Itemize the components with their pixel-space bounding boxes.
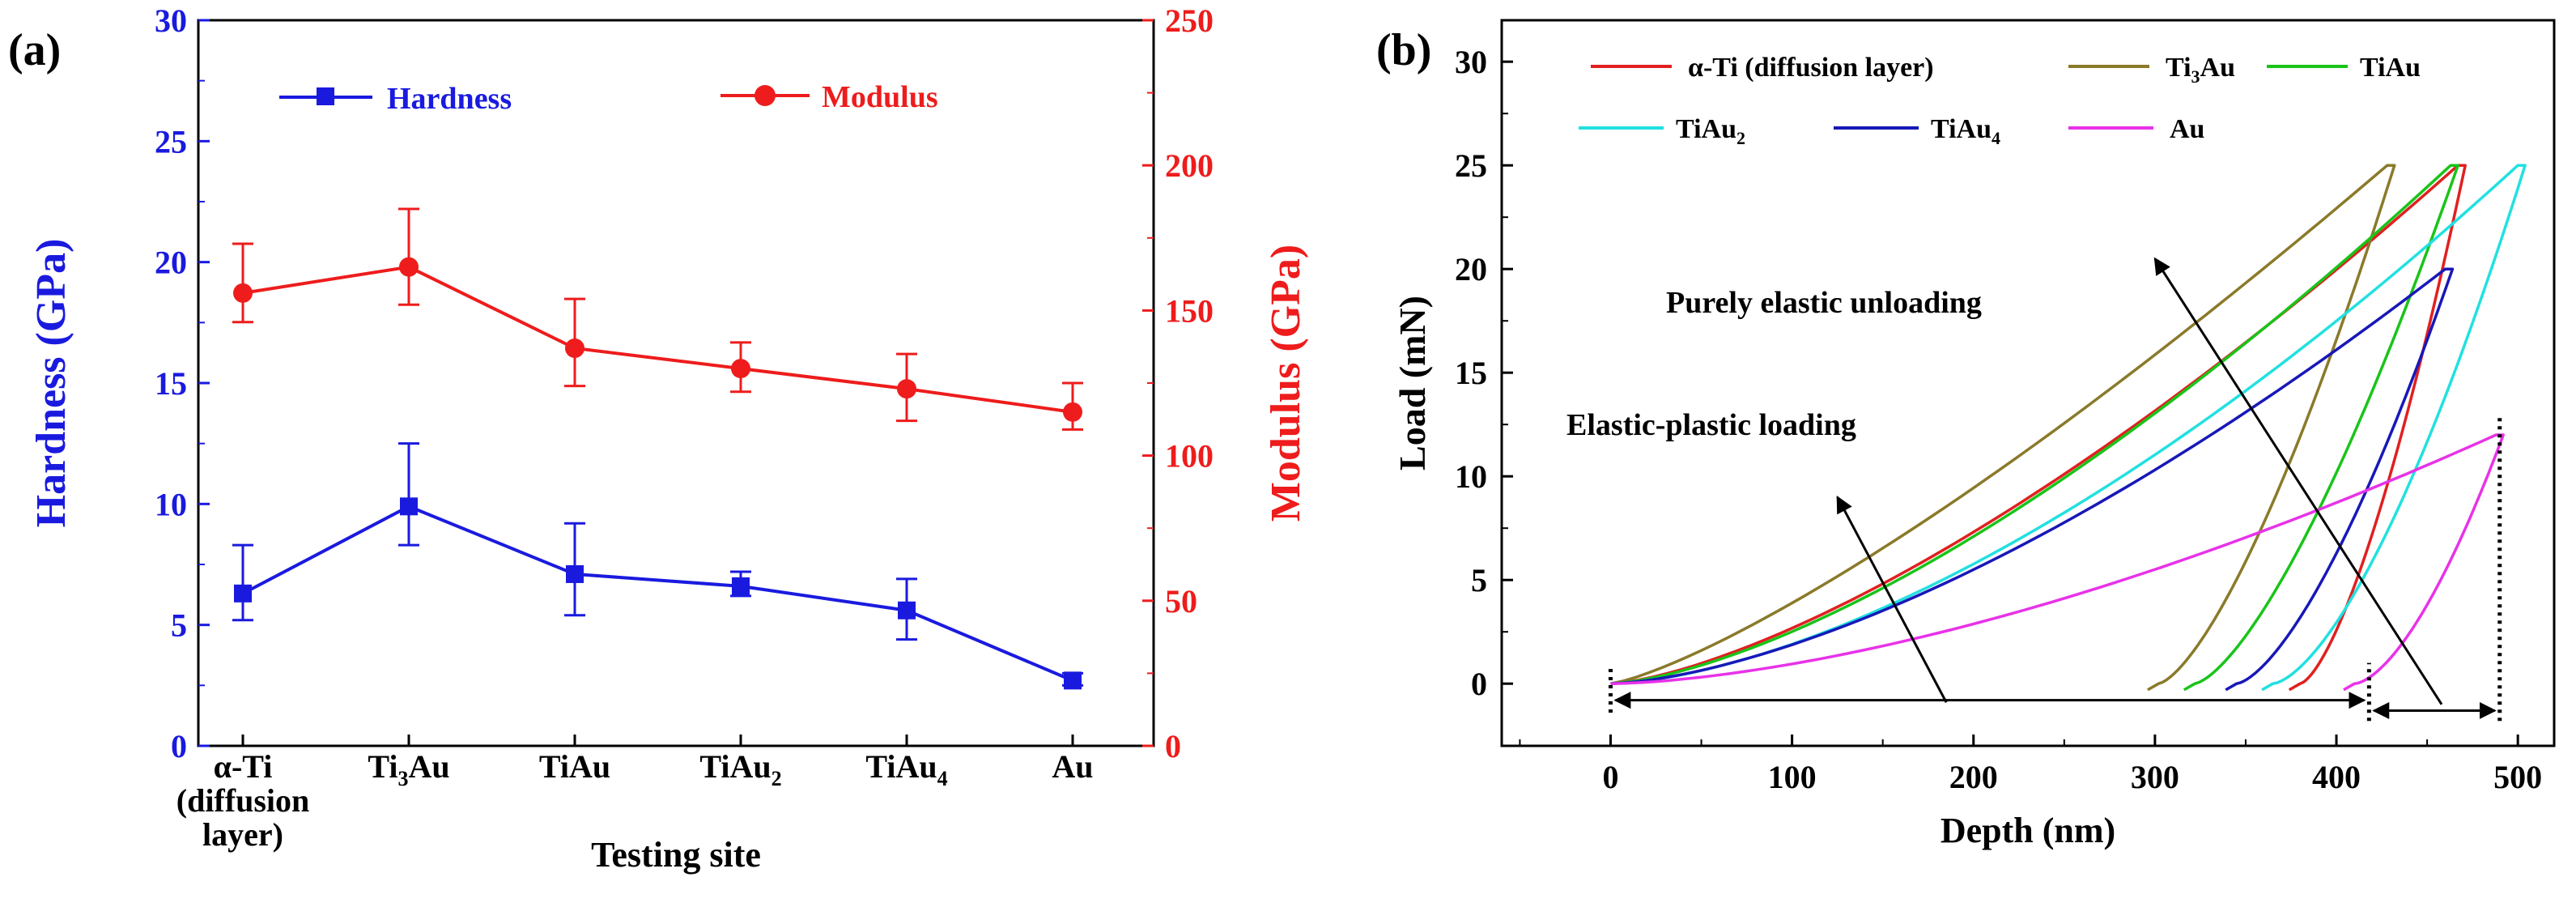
panel-a-ytick-label: 0: [171, 728, 187, 764]
point-hardness: [400, 497, 418, 516]
legend-tiau2-label: TiAu2: [1676, 114, 1745, 148]
panel-a-xtick-label: Au: [1052, 748, 1093, 785]
panel-a-axes: [198, 19, 1154, 747]
panel-a-tick-labels: 0 5 10 15 20 25 30 0 50 100 150 200 250 α-Ti(diffusio…: [155, 2, 1214, 853]
panel-b-ytick-label: 20: [1455, 251, 1487, 287]
panel-a-ytick-label: 20: [155, 245, 187, 281]
panel-a-xtick-label: (diffusion: [176, 782, 310, 819]
panel-a-y2tick-label: 200: [1165, 147, 1214, 184]
panel-b-ytick-label: 10: [1455, 458, 1487, 495]
panel-b-xtick-label: 100: [1768, 759, 1817, 795]
panel-b-annotation-arrows: [1608, 257, 2502, 722]
point-hardness: [566, 564, 584, 583]
panel-a-xtick-label: TiAu4: [865, 748, 947, 790]
point-hardness: [898, 601, 916, 620]
curve-tiau: [1610, 164, 2459, 692]
point-modulus: [731, 359, 750, 379]
panel-a-xtick-label: TiAu: [539, 748, 610, 785]
point-hardness: [1064, 671, 1082, 690]
panel-b-xlabel: Depth (nm): [1941, 811, 2115, 850]
panel-a-ytick-label: 5: [171, 607, 187, 644]
panel-a-xtick-label: layer): [202, 816, 283, 853]
annotation-elastic-unloading: Purely elastic unloading: [1666, 286, 1982, 320]
panel-b-legend: α-Ti (diffusion layer) Ti3Au TiAu TiAu2 …: [1579, 53, 2421, 148]
series-hardness-line: [242, 505, 1073, 683]
point-hardness: [732, 577, 750, 595]
point-modulus: [399, 257, 419, 277]
curve-ti3au: [1610, 164, 2396, 692]
panel-a-xtick-label: Ti3Au: [368, 748, 449, 790]
panel-a-y2label: Modulus (GPa): [1263, 245, 1309, 522]
point-modulus: [1063, 402, 1082, 422]
panel-a-y2tick-label: 100: [1165, 438, 1214, 475]
legend-ti3au-label: Ti3Au: [2166, 53, 2235, 87]
panel-a-xtick-label: α-Ti: [214, 748, 273, 785]
panel-a-y2tick-label: 250: [1165, 2, 1214, 39]
panel-b-ytick-label: 25: [1455, 147, 1487, 184]
arrow-to-unloading: [2153, 257, 2443, 705]
series-modulus-line: [242, 265, 1073, 414]
panel-a-y2tick-label: 0: [1165, 728, 1181, 764]
point-modulus: [565, 338, 584, 358]
legend-tiau4-label: TiAu4: [1931, 114, 2000, 148]
panel-b-curves: [1610, 164, 2527, 692]
legend-alpha-ti-label: α-Ti (diffusion layer): [1688, 53, 1934, 83]
panel-a-label: (a): [8, 25, 61, 75]
panel-b-xtick-label: 300: [2131, 759, 2179, 795]
panel-a-legend: Hardness Modulus: [279, 80, 938, 116]
panel-b-ytick-label: 30: [1455, 44, 1487, 80]
panel-b: (b) 0 100 200 300 400 500 0 5 10 15 20 25 30 Load (m…: [1376, 19, 2556, 850]
legend-modulus-marker: [755, 85, 776, 106]
curve-tidiffusionlayer: [1610, 164, 2467, 692]
legend-au-label: Au: [2170, 114, 2204, 144]
point-modulus: [233, 283, 253, 303]
panel-b-plot-frame: [1500, 19, 2556, 747]
panel-b-xtick-label: 200: [1949, 759, 1998, 795]
panel-b-axes: [1502, 60, 2519, 746]
panel-a: (a) 0 5 10 15 20 25 30 0 50 100 150 200 250 α-Ti(diff…: [8, 2, 1309, 875]
arrow-to-loading: [1836, 495, 1948, 703]
panel-b-tick-labels: 0 100 200 300 400 500 0 5 10 15 20 25 30: [1455, 44, 2542, 795]
panel-a-plot-frame: [197, 19, 1155, 747]
point-hardness: [234, 584, 252, 603]
legend-modulus-label: Modulus: [822, 80, 938, 114]
panel-a-ytick-label: 10: [155, 486, 187, 522]
panel-b-ytick-label: 15: [1455, 355, 1487, 391]
legend-hardness-marker: [317, 87, 334, 105]
panel-b-ytick-label: 0: [1471, 666, 1487, 702]
curve-tiau4: [1610, 267, 2455, 692]
panel-b-xtick-label: 0: [1602, 759, 1618, 795]
panel-a-xlabel: Testing site: [591, 835, 761, 875]
panel-b-ylabel: Load (mN): [1392, 296, 1433, 471]
legend-hardness-label: Hardness: [387, 82, 512, 116]
panel-a-xtick-label: TiAu2: [699, 748, 781, 790]
panel-a-ytick-label: 15: [155, 365, 187, 402]
panel-a-ytick-label: 30: [155, 2, 187, 39]
panel-a-y2tick-label: 150: [1165, 292, 1214, 329]
panel-b-xtick-label: 400: [2312, 759, 2361, 795]
panel-b-ytick-label: 5: [1471, 562, 1487, 598]
panel-b-xtick-label: 500: [2493, 759, 2542, 795]
panel-a-ylabel: Hardness (GPa): [28, 239, 74, 528]
panel-a-series: [232, 207, 1083, 690]
curve-tiau2: [1610, 164, 2527, 692]
panel-a-y2tick-label: 50: [1165, 583, 1197, 620]
panel-b-label: (b): [1376, 25, 1431, 75]
annotation-elastic-plastic-loading: Elastic-plastic loading: [1566, 408, 1856, 442]
point-modulus: [897, 379, 916, 399]
legend-tiau-label: TiAu: [2360, 53, 2421, 83]
panel-a-ytick-label: 25: [155, 123, 187, 160]
